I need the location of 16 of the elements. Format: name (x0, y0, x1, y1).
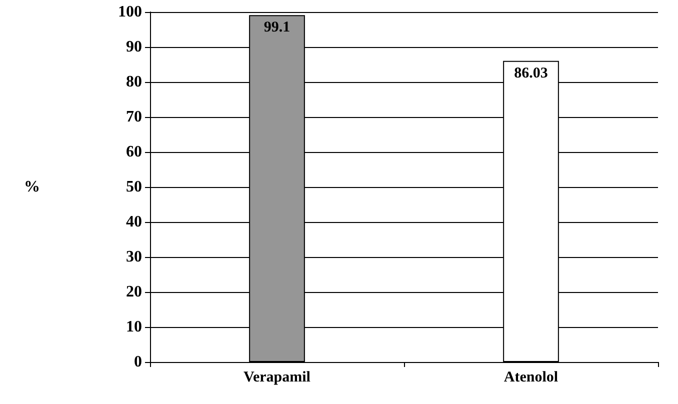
data-label: 86.03 (514, 65, 548, 82)
y-tick-label: 30 (126, 248, 142, 266)
y-tick-label: 10 (126, 318, 142, 336)
y-tick-label: 70 (126, 108, 142, 126)
data-label: 99.1 (264, 20, 290, 36)
x-tick-label: Atenolol (504, 370, 558, 386)
y-tick-label: 40 (126, 214, 142, 230)
y-axis-title: % (24, 178, 40, 196)
y-tick-label: 0 (134, 354, 142, 370)
y-tick-label: 60 (126, 144, 142, 160)
x-tick-label: Verapamil (244, 370, 310, 386)
y-tick-label: 20 (126, 284, 142, 300)
y-tick-label: 90 (126, 38, 142, 56)
y-tick-label: 80 (126, 74, 142, 90)
y-tick-label: 50 (126, 178, 142, 196)
y-tick-label: 100 (118, 4, 142, 20)
